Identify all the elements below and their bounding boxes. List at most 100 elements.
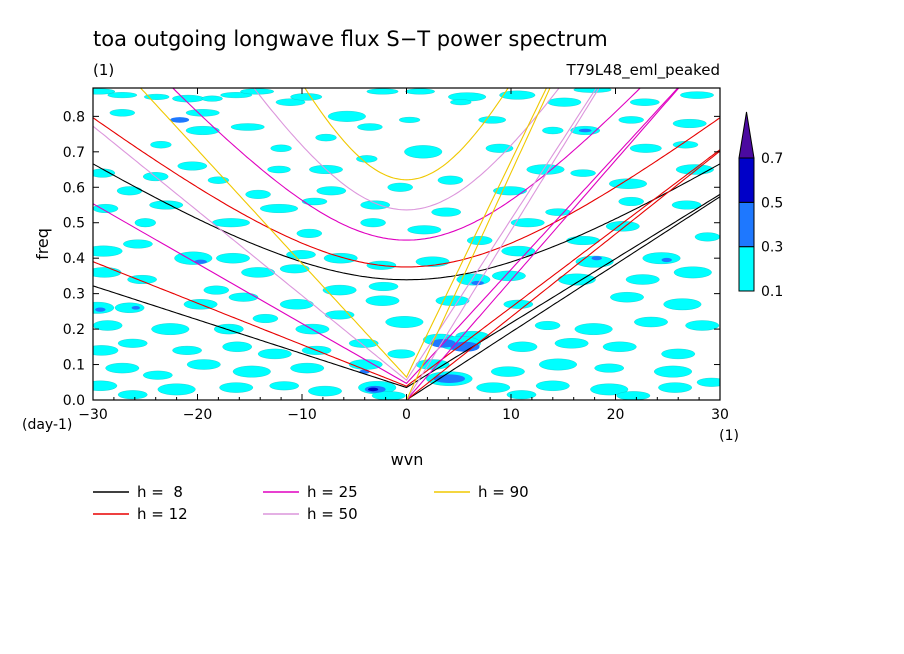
contour-region	[405, 88, 435, 95]
contour-region	[316, 186, 347, 196]
contour-region	[109, 109, 135, 117]
contour-region	[127, 275, 157, 284]
contour-region	[157, 383, 196, 396]
contour-region	[501, 245, 536, 257]
contour-region	[151, 323, 190, 335]
contour-region	[290, 362, 325, 374]
contour-region	[222, 341, 252, 352]
contour-region	[450, 99, 472, 106]
contour-region	[663, 298, 702, 311]
contour-region	[252, 314, 279, 323]
contour-region	[371, 391, 406, 400]
dispersion-curve-ig-h90	[304, 88, 509, 181]
contour-region	[618, 197, 644, 206]
contour-region	[642, 252, 681, 265]
y-tick-label: 0.4	[63, 251, 85, 267]
contour-region	[117, 390, 148, 400]
contour-region	[267, 165, 291, 174]
contour-region	[269, 381, 299, 391]
contour-region	[323, 253, 358, 264]
contour-region	[116, 186, 143, 196]
contour-region	[93, 301, 115, 314]
dispersion-curve-kelvin-h8	[406, 196, 720, 400]
contour-region	[348, 359, 383, 370]
contour-region	[93, 168, 116, 178]
contour-region	[117, 338, 148, 348]
contour-region	[661, 257, 672, 263]
legend-label: h = 8	[137, 483, 183, 501]
contour-region	[478, 116, 506, 124]
contour-region	[503, 299, 534, 309]
contour-region	[609, 178, 647, 189]
contour-region	[590, 383, 629, 396]
contour-region	[296, 228, 322, 238]
y-tick-label: 0.7	[63, 145, 85, 161]
experiment-label: T79L48_eml_peaked	[565, 61, 720, 80]
contour-region	[228, 292, 259, 302]
contour-region	[573, 88, 612, 93]
contour-region	[661, 348, 696, 360]
contour-region	[270, 144, 292, 152]
y-tick-label: 0.2	[63, 322, 85, 338]
contour-region	[308, 385, 342, 397]
dispersion-curve-ig-h12	[93, 117, 720, 268]
contour-region	[471, 280, 484, 286]
contour-region	[257, 348, 292, 360]
contour-region	[539, 358, 577, 371]
contour-region	[211, 218, 250, 228]
contour-region	[201, 95, 223, 102]
dispersion-curve-lowfreq-h25	[93, 88, 679, 385]
x-tick-label: −10	[287, 407, 317, 423]
contour-region	[315, 133, 337, 142]
contour-region	[658, 382, 692, 393]
contour-region	[618, 116, 644, 124]
y-tick-label: 0.1	[63, 358, 85, 374]
contour-region	[594, 363, 624, 373]
contour-region	[476, 382, 511, 393]
dispersion-curves	[93, 88, 720, 400]
contour-region	[450, 341, 480, 352]
x-tick-label: 30	[711, 407, 729, 423]
colorbar-segment	[738, 201, 755, 248]
legend-label: h = 12	[137, 505, 188, 523]
dispersion-curve-lowfreq-h8	[93, 193, 720, 389]
contour-region	[542, 126, 564, 135]
contour-region	[220, 92, 253, 99]
contour-region	[301, 197, 328, 206]
x-axis-label: wvn	[391, 450, 424, 469]
y-tick-label: 0.0	[63, 393, 85, 409]
contour-region	[123, 239, 153, 249]
contour-region	[348, 338, 379, 348]
chart-title: toa outgoing longwave flux S−T power spe…	[93, 27, 608, 51]
contour-region	[696, 377, 720, 387]
contour-region	[172, 345, 202, 355]
contour-region	[433, 374, 465, 384]
contour-region	[322, 284, 357, 296]
contour-region	[385, 316, 424, 328]
x-tick-label: 10	[502, 407, 520, 423]
contour-region	[399, 116, 421, 123]
contour-region	[499, 90, 536, 100]
contour-region	[241, 267, 275, 278]
colorbar: 0.1 0.3 0.5 0.7	[738, 111, 783, 300]
contour-region	[170, 117, 190, 123]
contour-region	[275, 98, 306, 106]
dispersion-curve-lowfreq-h90	[139, 88, 548, 379]
contour-region	[431, 207, 461, 217]
contour-region	[575, 255, 614, 268]
contour-region	[357, 123, 383, 131]
dispersion-curve-kelvin-h12	[406, 150, 720, 400]
contour-region	[279, 264, 310, 274]
colorbar-segment	[738, 157, 755, 203]
contour-region	[616, 391, 651, 400]
contour-region	[366, 88, 399, 95]
contour-region	[216, 253, 250, 264]
dispersion-curve-lowfreq-h12	[93, 149, 720, 387]
contour-region	[186, 359, 221, 370]
y-tick-label: 0.5	[63, 216, 85, 232]
contour-region	[506, 390, 537, 400]
contour-region	[245, 189, 271, 199]
contour-region	[547, 97, 582, 107]
dispersion-curve-ig-h25	[172, 88, 641, 241]
dispersion-curve-kelvin-h90	[405, 88, 551, 400]
